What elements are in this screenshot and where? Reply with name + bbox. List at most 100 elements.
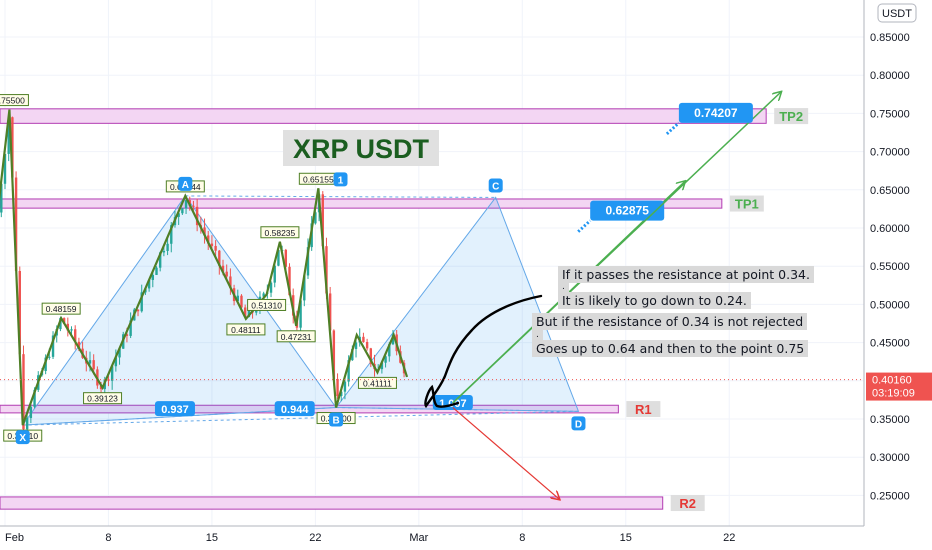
candle-body	[114, 357, 118, 367]
candle-body	[51, 335, 55, 357]
downside-arrow[interactable]	[452, 407, 559, 500]
pattern-point-badge[interactable]	[488, 178, 503, 193]
zone-label-tp1: TP1	[735, 197, 759, 212]
pattern-point-badge[interactable]	[571, 416, 586, 431]
zone-tp2[interactable]	[0, 108, 767, 124]
candle-body	[140, 292, 143, 312]
zone-label-bg	[729, 195, 764, 212]
countdown-label: 03:19:09	[872, 388, 915, 400]
candle-body	[3, 153, 7, 184]
candle-body	[70, 329, 73, 331]
candle-body	[0, 183, 3, 213]
swing-label: 0.75500	[0, 96, 25, 106]
price-tick-label: 0.30000	[870, 452, 910, 464]
candle-body	[181, 208, 184, 214]
swing-label: 0.39123	[87, 394, 118, 404]
candle-body	[158, 252, 162, 268]
pattern-point-badge[interactable]	[15, 430, 30, 445]
candle-body	[147, 279, 151, 289]
candle-body	[388, 344, 391, 357]
candle-body	[236, 295, 239, 302]
candle-body	[7, 117, 10, 154]
candle-body	[325, 246, 328, 294]
currency-badge[interactable]	[877, 3, 917, 23]
candle-body	[306, 247, 310, 276]
projection-arrow[interactable]	[452, 92, 781, 404]
zone-tp1[interactable]	[0, 198, 723, 209]
pattern-ratio-line	[185, 195, 496, 198]
price-tick-label: 0.60000	[870, 223, 910, 235]
candle-body	[136, 309, 140, 312]
swing-label: 0.41111	[363, 378, 392, 388]
candle-body	[207, 235, 210, 244]
zone-r2[interactable]	[0, 496, 664, 510]
price-tick-label: 0.65000	[870, 185, 910, 197]
candle-body	[162, 250, 166, 253]
candle-body	[336, 378, 339, 397]
candle-body	[369, 348, 373, 364]
candle-body	[362, 336, 365, 342]
target-badge[interactable]	[590, 200, 665, 221]
swing-label-box	[260, 226, 300, 239]
pattern-point-badge[interactable]	[329, 412, 344, 427]
candle-body	[92, 360, 95, 370]
swing-label: 0.48159	[46, 304, 77, 314]
swing-label-box	[247, 298, 287, 311]
candle-body	[184, 200, 188, 209]
candle-body	[247, 309, 251, 318]
annotation-line-2: .	[558, 282, 569, 292]
candle-body	[210, 243, 214, 246]
pattern-ratio-line	[22, 407, 337, 426]
swing-label-box	[83, 392, 123, 405]
target-callout-line	[577, 219, 592, 233]
zigzag-line[interactable]	[0, 109, 409, 426]
brush-stroke[interactable]	[424, 294, 543, 409]
zone-label-bg	[774, 108, 809, 125]
time-tick-label: 8	[519, 532, 525, 544]
candle-body	[11, 117, 14, 178]
swing-label: 0.48111	[231, 325, 261, 335]
swing-label: 0.65155	[303, 174, 334, 184]
pattern-point-label: X	[19, 433, 26, 444]
candle-body	[77, 341, 81, 349]
candle-body	[321, 194, 324, 247]
zone-label-tp2: TP2	[779, 109, 803, 124]
candle-body	[262, 293, 265, 297]
ratio-badge[interactable]	[154, 401, 195, 417]
time-tick-label: 22	[309, 532, 321, 544]
ratio-badge[interactable]	[274, 401, 315, 417]
candle-body	[277, 249, 280, 266]
candle-body	[166, 243, 169, 251]
candle-body	[303, 275, 306, 301]
annotation-line-4: But if the resistance of 0.34 is not rej…	[532, 313, 808, 330]
candle-body	[328, 293, 332, 331]
target-callout-line	[665, 121, 680, 135]
time-tick-label: 15	[206, 532, 218, 544]
price-tick-label: 0.55000	[870, 261, 910, 273]
candle-body	[332, 330, 336, 379]
pattern-point-label: C	[492, 181, 499, 192]
pattern-point-badge[interactable]	[178, 176, 193, 191]
candle-body	[380, 362, 384, 370]
target-badge[interactable]	[678, 102, 753, 123]
price-tick-label: 0.35000	[870, 414, 910, 426]
candle-body	[48, 356, 51, 358]
candle-body	[365, 341, 369, 349]
candle-body	[299, 300, 302, 328]
candle-body	[243, 307, 247, 318]
time-tick-label: 22	[723, 532, 735, 544]
target-label: 0.74207	[694, 106, 738, 120]
candle-body	[22, 354, 25, 430]
price-tick-label: 0.25000	[870, 490, 910, 502]
pattern-point-badge[interactable]	[333, 172, 348, 187]
last-price-badge	[866, 372, 932, 401]
candle-body	[14, 177, 18, 271]
candle-body	[74, 329, 77, 342]
candle-body	[221, 265, 225, 272]
annotation-line-5: .	[532, 330, 543, 340]
candle-body	[59, 318, 62, 330]
time-tick-label: Feb	[5, 532, 24, 544]
candle-body	[343, 381, 347, 392]
candle-body	[66, 323, 70, 331]
